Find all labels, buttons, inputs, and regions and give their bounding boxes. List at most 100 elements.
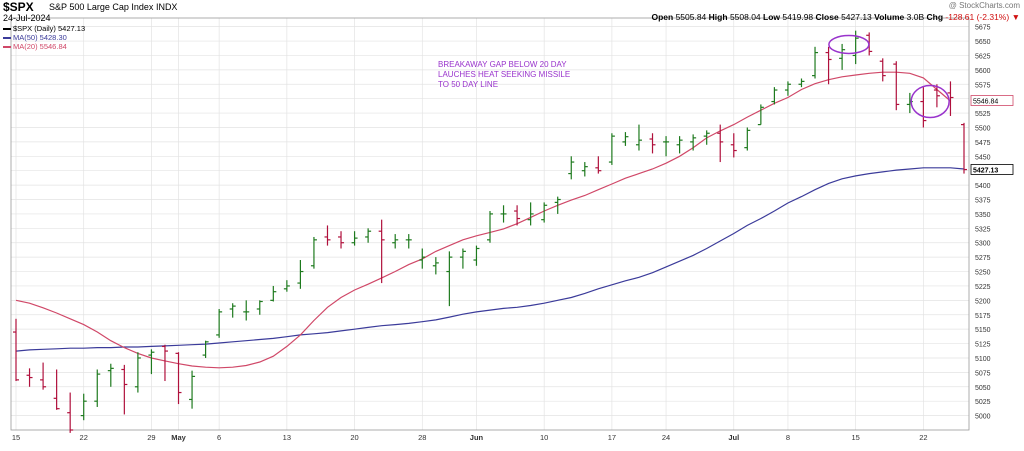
volume-label: Volume xyxy=(874,12,905,22)
exchange: INDX xyxy=(155,2,178,12)
annotation-circles xyxy=(828,34,950,119)
y-tick-label: 5200 xyxy=(975,298,991,305)
ohlc-bar xyxy=(134,352,141,393)
ohlc-bar xyxy=(527,202,534,226)
close-label: Close xyxy=(815,12,839,22)
x-tick-label: Jul xyxy=(728,433,739,442)
y-tick-label: 5175 xyxy=(975,313,991,320)
volume-value: 3.0B xyxy=(906,12,925,22)
ohlc-bar xyxy=(405,234,412,249)
ohlc-bar xyxy=(784,81,791,96)
y-axis: 5675565056255600557555505525550054755450… xyxy=(975,25,991,421)
ohlc-bar xyxy=(635,124,642,151)
y-tick-label: 5325 xyxy=(975,226,991,233)
ohlc-bar xyxy=(568,156,575,180)
ohlc-bar xyxy=(798,78,805,88)
ohlc-bar xyxy=(920,87,927,128)
y-tick-label: 5250 xyxy=(975,270,991,277)
ohlc-bar xyxy=(825,46,832,85)
ohlc-bar xyxy=(446,251,453,307)
ohlc-bar xyxy=(649,133,656,154)
legend-price-label: $SPX (Daily) 5427.13 xyxy=(13,24,86,33)
ohlc-bar xyxy=(730,133,737,158)
high-label: High xyxy=(708,12,728,22)
ohlc-bar xyxy=(893,61,900,111)
ohlc-bar xyxy=(541,202,548,223)
x-tick-label: 15 xyxy=(851,433,859,442)
ohlc-bars xyxy=(13,30,967,433)
high-value: 5508.04 xyxy=(729,12,761,22)
y-tick-label: 5075 xyxy=(975,370,991,377)
ohlc-bar xyxy=(324,225,331,246)
y-tick-label: 5125 xyxy=(975,342,991,349)
ohlc-bar xyxy=(202,340,209,358)
x-tick-label: 10 xyxy=(540,433,548,442)
ohlc-bar xyxy=(717,124,724,163)
ohlc-bar xyxy=(459,248,466,269)
ohlc-bar xyxy=(40,362,47,390)
ohlc-bar xyxy=(161,344,168,382)
x-tick-label: 22 xyxy=(919,433,927,442)
x-tick-label: 6 xyxy=(217,433,221,442)
y-tick-label: 5275 xyxy=(975,255,991,262)
ohlc-bar xyxy=(80,393,87,421)
ohlc-bar xyxy=(229,303,236,318)
ohlc-bar xyxy=(663,136,670,157)
ohlc-bar xyxy=(744,127,751,151)
close-price-tag-text: 5427.13 xyxy=(973,167,998,174)
gap-circle-upper xyxy=(828,34,870,55)
ohlc-bar xyxy=(581,162,588,177)
price-tags: 5546.84 5427.13 xyxy=(970,95,1014,175)
ohlc-bar xyxy=(839,43,846,70)
down-arrow-icon: ▼ xyxy=(1011,12,1020,22)
ohlc-bar xyxy=(67,392,74,433)
ohlc-bar xyxy=(256,300,263,315)
ohlc-bar xyxy=(703,130,710,145)
ohlc-bar xyxy=(487,211,493,243)
ohlc-bar xyxy=(500,205,507,223)
ma20-price-tag-box xyxy=(970,95,1014,106)
y-tick-label: 5650 xyxy=(975,39,991,46)
y-tick-label: 5050 xyxy=(975,385,991,392)
ohlc-bar xyxy=(690,134,697,151)
y-tick-label: 5450 xyxy=(975,154,991,161)
chg-value: -128.61 (-2.31%) xyxy=(945,12,1010,22)
gap-circle-lower xyxy=(910,84,950,119)
ohlc-bar xyxy=(365,228,372,243)
y-tick-label: 5350 xyxy=(975,212,991,219)
ohlc-bar xyxy=(297,260,304,289)
ohlc-bar xyxy=(283,280,290,292)
plot-frame xyxy=(10,17,970,431)
quote-line: Open 5505.84 High 5508.04 Low 5419.98 Cl… xyxy=(651,12,1020,22)
ohlc-bar xyxy=(622,132,629,146)
x-tick-label: 8 xyxy=(786,433,790,442)
ohlc-bar xyxy=(216,308,223,338)
x-axis: 15 22 29 May 6 13 20 28 Jun 10 17 24 Jul 8 15 22 xyxy=(12,433,928,442)
ohlc-bar xyxy=(419,248,426,269)
y-tick-label: 5100 xyxy=(975,356,991,363)
ohlc-bar xyxy=(473,245,480,266)
y-tick-label: 5375 xyxy=(975,198,991,205)
close-value: 5427.13 xyxy=(841,12,872,22)
chg-label: Chg xyxy=(926,12,944,22)
x-tick-label: 15 xyxy=(12,433,20,442)
low-label: Low xyxy=(763,12,781,22)
ohlc-bar xyxy=(812,46,819,79)
ohlc-bar xyxy=(270,285,277,302)
ohlc-bar xyxy=(107,363,114,387)
ohlc-bar xyxy=(148,349,155,375)
chart-date: 24-Jul-2024 xyxy=(3,13,51,23)
y-tick-label: 5525 xyxy=(975,111,991,118)
legend-ma20-label: MA(20) 5546.84 xyxy=(13,42,67,51)
y-tick-label: 5400 xyxy=(975,183,991,190)
ohlc-bar xyxy=(189,370,196,409)
watermark: @ StockCharts.com xyxy=(948,1,1020,10)
ohlc-bar xyxy=(175,352,182,405)
y-tick-label: 5500 xyxy=(975,125,991,132)
ohlc-bar xyxy=(53,369,60,410)
ma50-line xyxy=(15,167,965,352)
ohlc-bar xyxy=(26,368,33,387)
low-value: 5419.98 xyxy=(782,12,814,22)
y-tick-label: 5225 xyxy=(975,284,991,291)
ohlc-bar xyxy=(961,122,967,174)
